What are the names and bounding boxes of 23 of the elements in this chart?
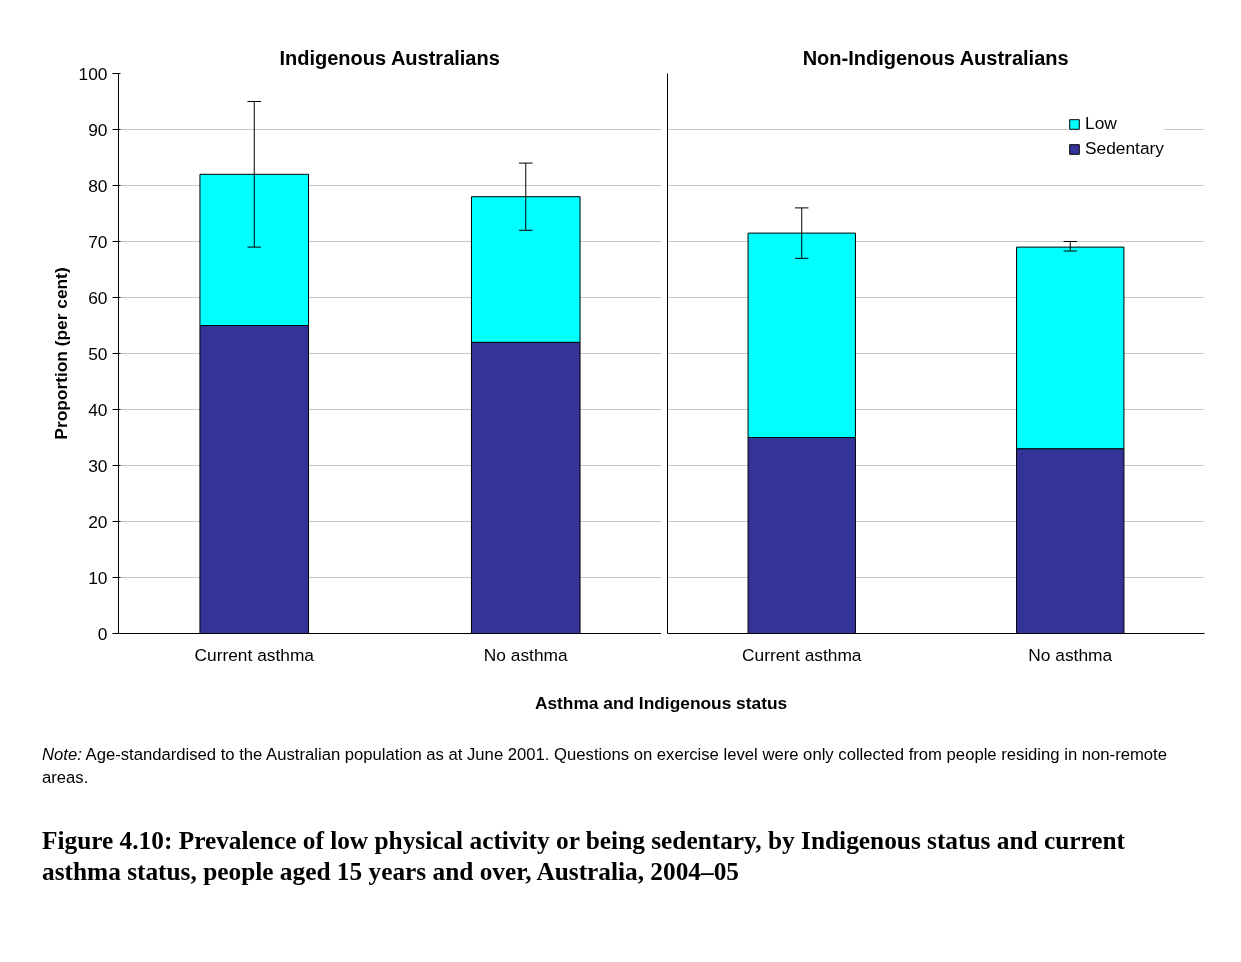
x-tick-label: Current asthma	[742, 644, 862, 665]
legend-label: Sedentary	[1085, 138, 1164, 159]
y-tick-label: 0	[97, 623, 108, 644]
y-tick-label: 20	[88, 511, 108, 532]
x-tick-label: No asthma	[1028, 644, 1113, 665]
y-tick-label: 90	[88, 119, 108, 140]
y-tick-label: 100	[78, 63, 108, 84]
caption: Figure 4.10: Prevalence of low physical activity or being sedentary, by Indigenous status and current asthma status, people aged 15 years and over, Australia, 2004–05	[42, 825, 1126, 886]
chart-title: Indigenous Australians	[279, 46, 500, 69]
y-tick-label: 60	[88, 287, 108, 308]
y-tick-label: 50	[88, 343, 108, 364]
x-tick-label: Current asthma	[194, 644, 315, 665]
y-tick-label: 10	[88, 567, 108, 588]
y-axis-title: Proportion (per cent)	[50, 267, 71, 440]
y-tick-label: 80	[88, 175, 108, 196]
legend-label: Low	[1085, 113, 1117, 134]
text: Note: Age-standardised to the Australian population as at June 2001. Questions on exercise level were only collected from people residing in non-remote areas.	[42, 744, 1168, 790]
y-tick-label: 70	[88, 231, 108, 252]
chart-title: Non-Indigenous Australians	[802, 46, 1069, 69]
y-tick-label: 30	[88, 455, 108, 476]
y-tick-label: 40	[88, 399, 108, 420]
x-tick-label: No asthma	[483, 644, 569, 665]
x-axis-title: Asthma and Indigenous status	[534, 692, 788, 715]
